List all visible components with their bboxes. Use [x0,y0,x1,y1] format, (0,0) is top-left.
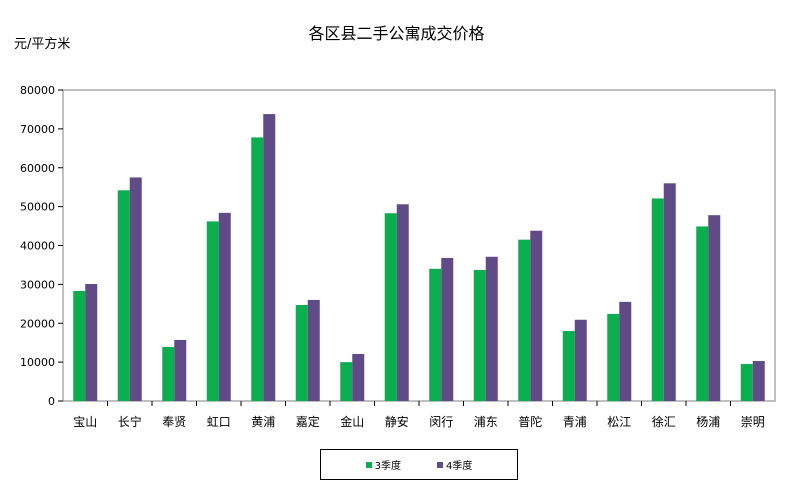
bar-series-2 [485,256,498,401]
bar-series-2 [752,360,765,401]
bar-series-1 [740,364,753,401]
x-category-label: 青浦 [563,415,587,429]
legend-swatch-series-1 [365,461,372,468]
bar-series-1 [473,269,486,401]
bar-series-1 [384,213,397,401]
bar-series-1 [73,290,86,401]
y-tick-label: 50000 [20,201,55,214]
legend-item-series-2: 4季度 [437,457,472,472]
y-tick-label: 80000 [20,84,55,97]
bar-series-2 [530,230,543,401]
bar-series-2 [218,212,231,401]
y-tick-label: 10000 [20,356,55,369]
x-category-label: 黄浦 [251,415,275,429]
bar-series-2 [441,257,454,401]
x-category-label: 奉贤 [162,415,186,429]
x-category-label: 普陀 [518,414,542,429]
bar-series-2 [129,177,142,401]
bar-series-1 [295,304,308,401]
bar-series-1 [607,313,620,401]
x-category-label: 虹口 [207,415,231,429]
chart-title: 各区县二手公寓成交价格 [308,24,485,43]
x-category-label: 闵行 [429,414,453,429]
bar-series-1 [206,221,219,401]
y-tick-label: 40000 [20,240,55,253]
bar-series-2 [574,319,587,401]
bar-series-1 [162,346,175,401]
y-tick-label: 20000 [20,317,55,330]
bar-series-1 [562,331,575,401]
bar-series-2 [619,301,632,401]
y-tick-label: 30000 [20,278,55,291]
x-category-label: 金山 [340,414,364,429]
bar-series-1 [117,190,130,401]
bar-series-1 [696,226,709,401]
legend: 3季度 4季度 [320,449,518,480]
x-category-label: 长宁 [118,414,142,429]
bar-series-2 [663,183,676,401]
y-axis-unit-label: 元/平方米 [14,37,71,52]
bar-series-1 [251,137,264,402]
bar-series-2 [85,283,98,401]
bar-series-1 [429,268,442,401]
bar-series-2 [708,215,721,401]
y-tick-label: 60000 [20,162,55,175]
x-category-label: 宝山 [73,415,97,429]
legend-label-series-1: 3季度 [374,461,401,472]
legend-label-series-2: 4季度 [446,461,473,472]
bar-series-2 [174,339,187,401]
x-category-label: 杨浦 [696,414,720,429]
bar-series-1 [518,239,531,401]
y-tick-label: 70000 [20,123,55,136]
x-category-label: 静安 [385,414,409,429]
x-category-label: 徐汇 [652,414,676,429]
bar-series-2 [352,353,365,401]
y-tick-label: 0 [48,395,55,408]
bar-series-1 [340,362,353,401]
bar-series-2 [396,204,409,401]
bar-series-2 [307,299,320,401]
legend-swatch-series-2 [437,461,443,468]
legend-item-series-1: 3季度 [365,457,401,472]
bar-series-2 [263,114,276,401]
x-category-label: 松江 [607,415,631,429]
x-category-label: 崇明 [741,415,765,429]
bar-series-1 [651,198,664,401]
x-category-label: 浦东 [474,415,498,429]
x-category-label: 嘉定 [296,414,320,429]
